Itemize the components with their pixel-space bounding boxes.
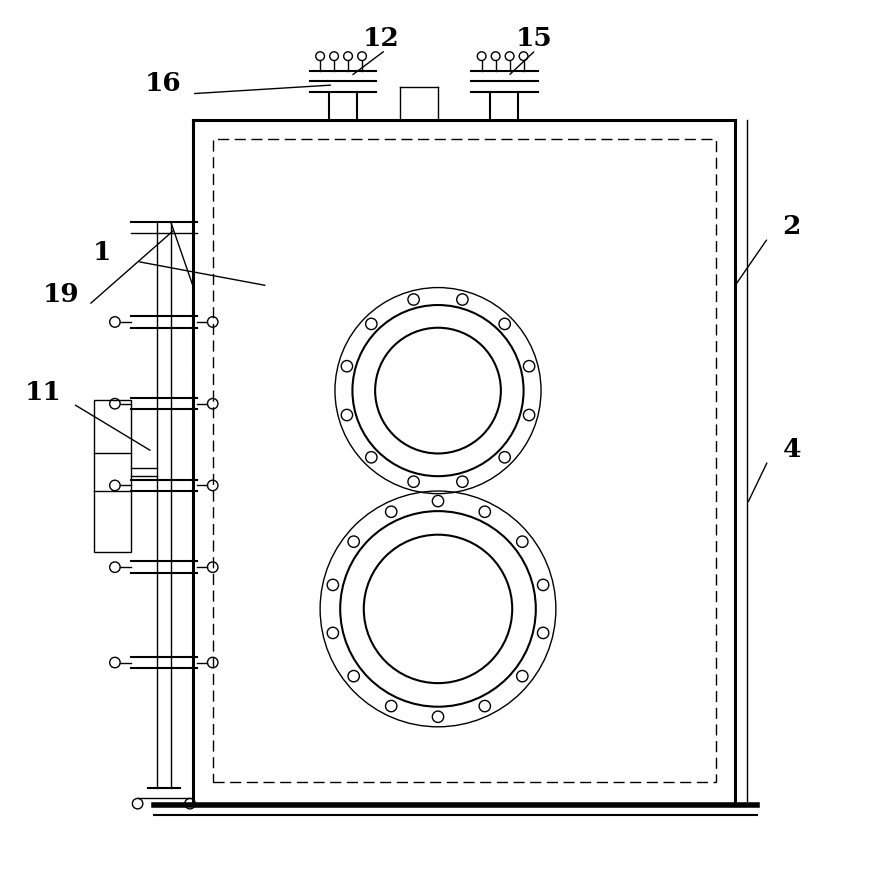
Bar	[213, 139, 716, 781]
Text: 11: 11	[25, 380, 61, 405]
Text: 1: 1	[93, 240, 111, 265]
Text: 16: 16	[145, 71, 181, 96]
Bar	[94, 400, 131, 552]
Text: 15: 15	[516, 27, 553, 51]
Text: 2: 2	[782, 214, 801, 239]
Text: 4: 4	[782, 438, 801, 462]
Text: 12: 12	[363, 27, 399, 51]
Text: 19: 19	[42, 282, 79, 307]
